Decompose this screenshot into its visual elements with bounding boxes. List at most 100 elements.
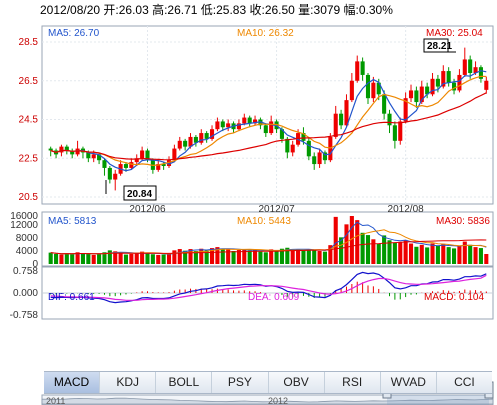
volume-bar bbox=[236, 250, 241, 264]
volume-bar bbox=[462, 241, 467, 264]
legend-macd: MACD: 0.104 bbox=[424, 292, 484, 303]
volume-bar bbox=[408, 243, 414, 264]
dea-line bbox=[50, 274, 487, 301]
volume-bar bbox=[226, 249, 231, 264]
volume-bar bbox=[64, 253, 69, 264]
legend-ma5: MA5: 26.70 bbox=[48, 28, 100, 39]
volume-bar bbox=[242, 249, 247, 264]
volume-bar bbox=[478, 248, 483, 264]
volume-bar bbox=[446, 247, 451, 264]
price-y-axis: 28.526.524.522.520.516000120008000400000… bbox=[10, 37, 39, 321]
tab-cci[interactable]: CCI bbox=[454, 375, 475, 389]
volume-bar bbox=[425, 247, 430, 264]
candle-body bbox=[48, 148, 53, 151]
tab-obv[interactable]: OBV bbox=[269, 372, 325, 393]
volume-y-tick-label: 4000 bbox=[16, 246, 39, 257]
candle-body bbox=[156, 164, 161, 170]
volume-bar bbox=[209, 248, 215, 264]
volume-bar bbox=[54, 253, 59, 264]
candle-body bbox=[403, 98, 408, 122]
volume-bar bbox=[75, 252, 80, 264]
volume-bar bbox=[274, 251, 279, 264]
volume-bar bbox=[107, 250, 112, 264]
volume-bar bbox=[322, 251, 328, 264]
candle-body bbox=[290, 144, 295, 153]
legend-dea: DEA: 0.609 bbox=[248, 292, 300, 303]
candle-body bbox=[123, 164, 129, 168]
legend-vol-ma10: MA10: 5443 bbox=[237, 216, 291, 227]
volume-ma30-line bbox=[50, 239, 487, 255]
candle-body bbox=[333, 113, 338, 137]
volume-bar bbox=[231, 251, 236, 264]
candle-body bbox=[376, 82, 381, 95]
volume-bar bbox=[285, 247, 290, 264]
candle-body bbox=[263, 125, 268, 134]
tab-psy[interactable]: PSY bbox=[212, 372, 269, 393]
candle-body bbox=[355, 61, 360, 81]
candle-body bbox=[177, 140, 182, 149]
volume-bar bbox=[199, 248, 204, 264]
volume-bar bbox=[172, 250, 177, 264]
macd-legend: DIF: 0.661 DEA: 0.609 MACD: 0.104 bbox=[48, 292, 484, 303]
navigator-label-2012: 2012 bbox=[268, 396, 288, 405]
volume-bar bbox=[414, 246, 419, 264]
candle-body bbox=[322, 152, 328, 161]
volume-bar bbox=[86, 253, 91, 264]
low-price-label: 20.84 bbox=[127, 189, 152, 200]
volume-bar bbox=[140, 251, 145, 264]
candle-body bbox=[392, 125, 397, 141]
low-annotation: 20.84 bbox=[105, 180, 157, 201]
volume-legend: MA5: 5813 MA10: 5443 MA30: 5836 bbox=[48, 216, 490, 227]
volume-bar bbox=[296, 249, 301, 264]
volume-bar bbox=[328, 245, 333, 264]
volume-bar bbox=[166, 253, 172, 264]
tab-wvad[interactable]: WVAD bbox=[381, 372, 437, 393]
macd-y-tick-label: 0.758 bbox=[13, 266, 38, 277]
candle-body bbox=[387, 113, 392, 126]
volume-bar bbox=[403, 240, 408, 264]
volume-bar bbox=[398, 241, 403, 264]
candle-body bbox=[161, 164, 166, 166]
volume-bar bbox=[301, 250, 306, 264]
ma30-line bbox=[50, 92, 487, 161]
navigator-area bbox=[41, 397, 494, 405]
candlestick-series bbox=[48, 47, 489, 191]
volume-bar bbox=[392, 242, 397, 264]
tab-macd[interactable]: MACD bbox=[44, 372, 101, 393]
volume-bar bbox=[48, 252, 53, 264]
tab-boll[interactable]: BOLL bbox=[156, 372, 213, 393]
high-price-label: 28.21 bbox=[427, 41, 452, 52]
candle-body bbox=[317, 152, 322, 165]
volume-bar bbox=[473, 247, 478, 264]
price-y-tick-label: 28.5 bbox=[19, 37, 39, 48]
volume-bar bbox=[451, 248, 457, 264]
candle-body bbox=[129, 162, 134, 168]
candle-body bbox=[462, 59, 467, 75]
tab-kdj[interactable]: KDJ bbox=[100, 372, 157, 393]
volume-bar bbox=[118, 253, 123, 264]
moving-average-lines bbox=[50, 70, 487, 172]
candle-body bbox=[193, 136, 198, 143]
price-x-tick-label: 2012/06 bbox=[129, 204, 166, 215]
candle-body bbox=[102, 160, 107, 168]
volume-bar bbox=[113, 251, 118, 264]
volume-y-tick-label: 12000 bbox=[10, 220, 38, 231]
candle-body bbox=[398, 121, 403, 141]
candle-body bbox=[285, 138, 290, 153]
candle-body bbox=[113, 173, 118, 180]
volume-bar bbox=[70, 254, 75, 264]
candle-body bbox=[134, 158, 139, 163]
volume-bar bbox=[102, 252, 107, 264]
price-y-tick-label: 22.5 bbox=[19, 153, 39, 164]
candle-body bbox=[220, 121, 225, 128]
candle-body bbox=[425, 86, 430, 95]
volume-bar bbox=[430, 243, 435, 264]
volume-bar bbox=[253, 250, 258, 264]
header-info: 2012/08/20 开:26.03 高:26.71 低:25.83 收:26.… bbox=[40, 2, 393, 17]
volume-bar bbox=[355, 220, 360, 264]
candle-body bbox=[344, 100, 349, 126]
legend-ma10: MA10: 26.32 bbox=[237, 28, 294, 39]
tab-rsi[interactable]: RSI bbox=[325, 372, 381, 393]
volume-bar bbox=[183, 250, 188, 264]
